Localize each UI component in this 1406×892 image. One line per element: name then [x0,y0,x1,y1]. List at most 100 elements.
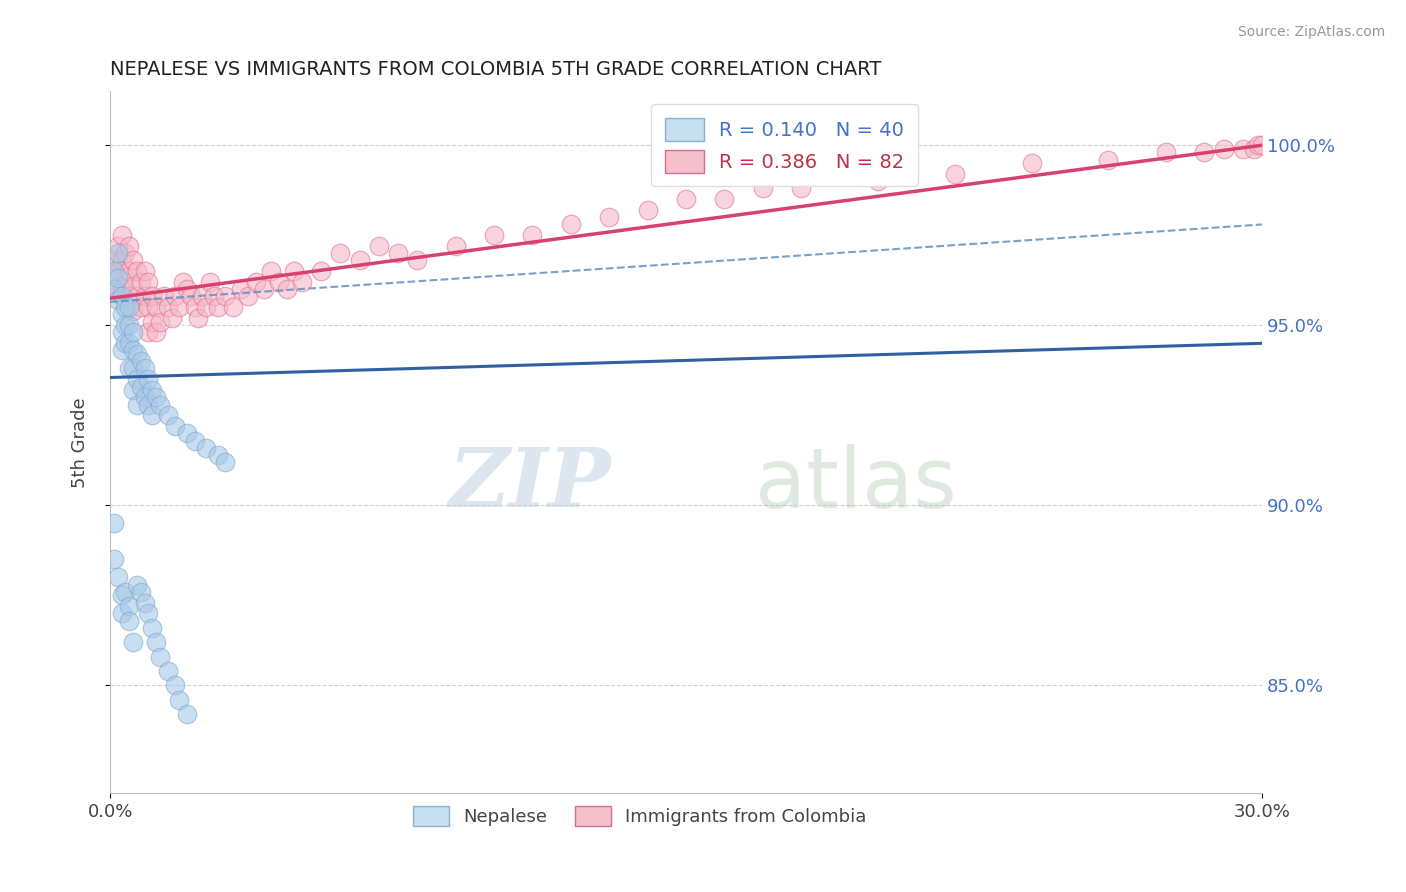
Point [176,282,198,296]
Point [125,347,148,361]
Point [267,275,290,289]
Point [110,308,132,322]
Point [176,426,198,441]
Point [165,419,187,434]
Point [110,326,132,340]
Point [156,664,179,678]
Point [790,181,813,195]
Point [167,692,190,706]
Point [387,246,409,260]
Point [122,326,145,340]
Point [141,289,163,303]
Legend: Nepalese, Immigrants from Colombia: Nepalese, Immigrants from Colombia [406,799,875,833]
Point [713,192,735,206]
Point [214,289,236,303]
Point [125,372,148,386]
Point [207,300,229,314]
Point [149,315,172,329]
Point [153,289,176,303]
Point [114,246,136,260]
Point [167,300,190,314]
Point [482,228,505,243]
Point [129,354,152,368]
Point [114,318,136,333]
Point [222,300,245,314]
Point [145,300,167,314]
Point [118,361,141,376]
Point [195,441,218,455]
Point [118,300,141,314]
Point [191,289,214,303]
Point [134,289,156,303]
Point [1247,138,1270,153]
Point [107,239,129,253]
Point [118,336,141,351]
Point [406,253,429,268]
Point [245,275,267,289]
Point [172,275,194,289]
Point [122,361,145,376]
Point [637,203,659,218]
Point [129,275,152,289]
Point [138,275,160,289]
Point [107,246,129,260]
Point [125,397,148,411]
Point [129,300,152,314]
Point [118,599,141,614]
Point [134,264,156,278]
Point [329,246,352,260]
Point [138,300,160,314]
Point [125,577,148,591]
Point [122,383,145,397]
Point [183,434,205,448]
Point [349,253,371,268]
Point [141,383,163,397]
Point [103,282,125,296]
Text: atlas: atlas [755,444,957,524]
Point [444,239,467,253]
Point [103,516,125,531]
Point [1097,153,1119,167]
Point [122,635,145,649]
Point [134,595,156,609]
Point [103,282,125,296]
Point [229,282,252,296]
Point [176,707,198,722]
Point [598,211,620,225]
Point [260,264,283,278]
Point [145,635,167,649]
Point [253,282,276,296]
Point [107,271,129,285]
Point [202,289,225,303]
Point [118,318,141,333]
Point [866,174,889,188]
Point [156,300,179,314]
Point [138,607,160,621]
Point [122,253,145,268]
Point [276,282,298,296]
Point [118,614,141,628]
Point [125,264,148,278]
Point [195,300,218,314]
Point [238,289,260,303]
Point [110,343,132,358]
Point [114,336,136,351]
Text: Source: ZipAtlas.com: Source: ZipAtlas.com [1237,25,1385,39]
Point [122,343,145,358]
Point [145,390,167,404]
Point [125,289,148,303]
Point [1154,145,1177,160]
Point [198,275,221,289]
Point [1243,142,1265,156]
Point [141,621,163,635]
Point [1194,145,1216,160]
Point [138,397,160,411]
Point [180,289,202,303]
Point [103,552,125,566]
Point [103,253,125,268]
Point [1232,142,1254,156]
Point [156,409,179,423]
Point [118,239,141,253]
Point [522,228,544,243]
Point [141,409,163,423]
